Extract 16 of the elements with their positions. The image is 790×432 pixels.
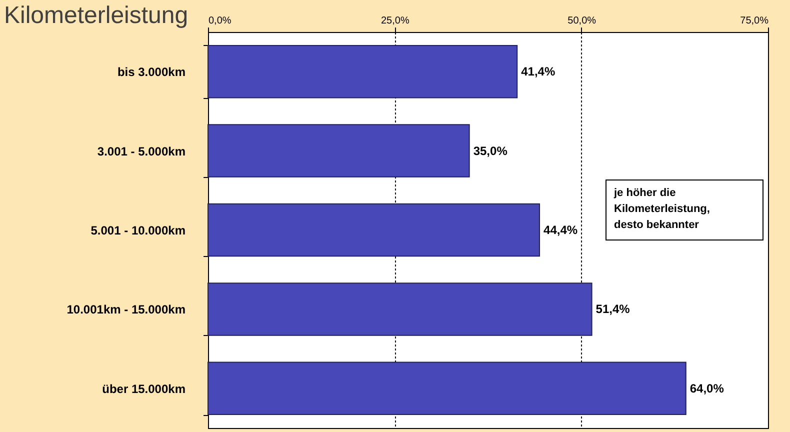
data-label: 41,4% <box>521 64 556 79</box>
y-tick-label: 3.001 - 5.000km <box>97 144 186 158</box>
x-tick-label: 75,0% <box>740 16 769 26</box>
y-tick-label: über 15.000km <box>102 382 186 396</box>
chart-title: Kilometerleistung <box>4 2 188 29</box>
y-tick-label: bis 3.000km <box>117 65 186 80</box>
data-label: 35,0% <box>473 144 508 158</box>
y-tick-label: 5.001 - 10.000km <box>90 224 186 238</box>
x-tick-label: 25,0% <box>380 16 410 26</box>
data-label: 51,4% <box>596 302 630 316</box>
annotation: je höher die Kilometerleistung, desto bekannter <box>613 187 710 231</box>
x-tick-label: 0,0% <box>208 16 232 26</box>
x-tick-label: 50,0% <box>568 16 596 26</box>
y-tick-label: 10.001km - 15.000km <box>66 302 186 317</box>
data-label: 64,0% <box>690 381 724 396</box>
data-label: 44,4% <box>544 223 578 237</box>
